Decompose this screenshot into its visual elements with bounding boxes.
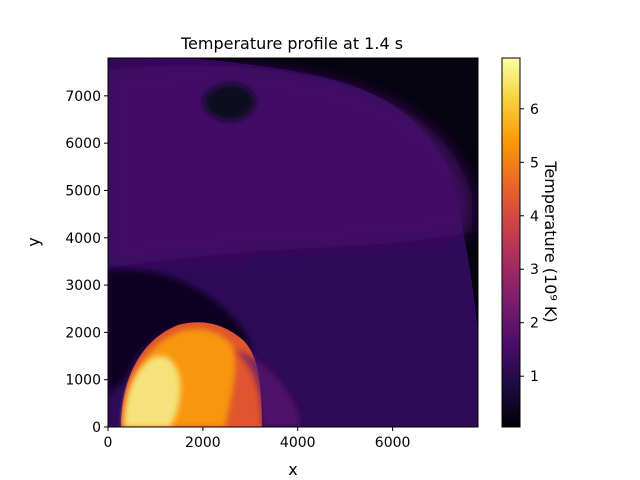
y-tick-label: 7000 — [65, 89, 101, 105]
x-tick-label: 0 — [104, 435, 113, 451]
y-axis-label: y — [24, 237, 43, 246]
y-tick-label: 4000 — [65, 231, 101, 247]
field-cold-knot — [203, 83, 256, 121]
field-outer-shell — [108, 65, 472, 268]
y-tick-label: 1000 — [65, 373, 101, 389]
x-axis-label: x — [288, 460, 297, 479]
field-shear-layer — [235, 350, 300, 427]
y-tick-label: 5000 — [65, 183, 101, 199]
colorbar-axis: 1 2 3 4 5 6 — [520, 102, 539, 385]
y-tick-label: 6000 — [65, 136, 101, 152]
colorbar-tick-label: 6 — [530, 102, 539, 118]
field-hot-lobe-core — [124, 356, 181, 427]
colorbar-label: Temperature (10⁹ K) — [541, 160, 560, 322]
chart-title: Temperature profile at 1.4 s — [180, 34, 403, 53]
y-tick-label: 3000 — [65, 278, 101, 294]
field-cold-cavity — [108, 269, 251, 395]
plot-frame — [107, 57, 479, 428]
x-axis: 0 2000 4000 6000 — [104, 427, 411, 451]
x-tick-label: 4000 — [280, 435, 316, 451]
colorbar — [501, 57, 521, 428]
colorbar-tick-label: 2 — [530, 316, 539, 332]
y-tick-label: 0 — [92, 420, 101, 436]
field-exterior-top-right — [190, 58, 478, 330]
colorbar-tick-label: 5 — [530, 155, 539, 171]
x-tick-label: 6000 — [375, 435, 411, 451]
x-tick-label: 2000 — [185, 435, 221, 451]
colorbar-tick-label: 3 — [530, 262, 539, 278]
y-axis: 0 1000 2000 3000 4000 5000 6000 7000 — [65, 89, 108, 436]
colorbar-tick-label: 4 — [530, 209, 539, 225]
y-tick-label: 2000 — [65, 325, 101, 341]
heatmap-field — [108, 58, 478, 427]
colorbar-tick-label: 1 — [530, 369, 539, 385]
